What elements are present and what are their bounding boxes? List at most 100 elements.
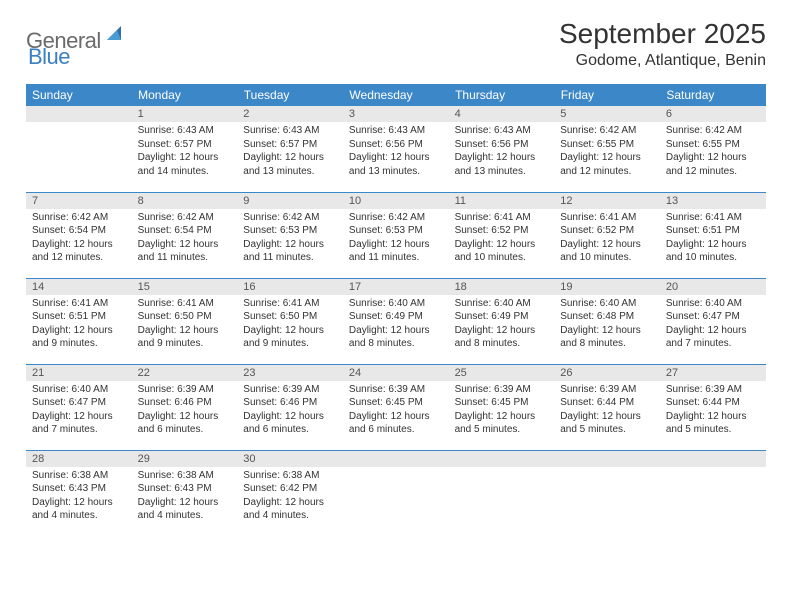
location: Godome, Atlantique, Benin [559, 52, 766, 70]
day-info: Sunrise: 6:39 AMSunset: 6:44 PMDaylight:… [554, 381, 660, 441]
logo-sail-icon [105, 24, 125, 47]
weekday-header: Monday [132, 84, 238, 106]
day-info: Sunrise: 6:40 AMSunset: 6:49 PMDaylight:… [449, 295, 555, 355]
weekday-header: Sunday [26, 84, 132, 106]
day-info: Sunrise: 6:41 AMSunset: 6:51 PMDaylight:… [26, 295, 132, 355]
header: General September 2025 Godome, Atlantiqu… [26, 18, 766, 70]
day-number: 23 [237, 365, 343, 381]
calendar-cell: 12Sunrise: 6:41 AMSunset: 6:52 PMDayligh… [554, 192, 660, 278]
weekday-header: Thursday [449, 84, 555, 106]
day-number: 28 [26, 451, 132, 467]
day-number [660, 451, 766, 467]
calendar-cell: 7Sunrise: 6:42 AMSunset: 6:54 PMDaylight… [26, 192, 132, 278]
weekday-header: Wednesday [343, 84, 449, 106]
calendar-row: 21Sunrise: 6:40 AMSunset: 6:47 PMDayligh… [26, 364, 766, 450]
calendar-cell-empty [449, 450, 555, 536]
day-info: Sunrise: 6:39 AMSunset: 6:45 PMDaylight:… [449, 381, 555, 441]
calendar-cell: 25Sunrise: 6:39 AMSunset: 6:45 PMDayligh… [449, 364, 555, 450]
day-info: Sunrise: 6:42 AMSunset: 6:54 PMDaylight:… [132, 209, 238, 269]
day-number: 22 [132, 365, 238, 381]
calendar-row: 7Sunrise: 6:42 AMSunset: 6:54 PMDaylight… [26, 192, 766, 278]
day-number: 2 [237, 106, 343, 122]
calendar-cell: 29Sunrise: 6:38 AMSunset: 6:43 PMDayligh… [132, 450, 238, 536]
day-info: Sunrise: 6:41 AMSunset: 6:52 PMDaylight:… [449, 209, 555, 269]
day-number: 12 [554, 193, 660, 209]
calendar-cell: 13Sunrise: 6:41 AMSunset: 6:51 PMDayligh… [660, 192, 766, 278]
day-number: 6 [660, 106, 766, 122]
calendar-cell: 24Sunrise: 6:39 AMSunset: 6:45 PMDayligh… [343, 364, 449, 450]
day-number: 1 [132, 106, 238, 122]
day-info: Sunrise: 6:42 AMSunset: 6:55 PMDaylight:… [660, 122, 766, 182]
calendar-cell: 3Sunrise: 6:43 AMSunset: 6:56 PMDaylight… [343, 106, 449, 192]
day-info: Sunrise: 6:42 AMSunset: 6:53 PMDaylight:… [343, 209, 449, 269]
day-number [26, 106, 132, 122]
day-info: Sunrise: 6:39 AMSunset: 6:45 PMDaylight:… [343, 381, 449, 441]
calendar-row: 14Sunrise: 6:41 AMSunset: 6:51 PMDayligh… [26, 278, 766, 364]
calendar-cell: 10Sunrise: 6:42 AMSunset: 6:53 PMDayligh… [343, 192, 449, 278]
day-number: 14 [26, 279, 132, 295]
month-title: September 2025 [559, 18, 766, 50]
day-info: Sunrise: 6:43 AMSunset: 6:56 PMDaylight:… [449, 122, 555, 182]
calendar-table: SundayMondayTuesdayWednesdayThursdayFrid… [26, 84, 766, 536]
day-number: 16 [237, 279, 343, 295]
day-number: 3 [343, 106, 449, 122]
weekday-header: Tuesday [237, 84, 343, 106]
calendar-row: 1Sunrise: 6:43 AMSunset: 6:57 PMDaylight… [26, 106, 766, 192]
calendar-cell: 15Sunrise: 6:41 AMSunset: 6:50 PMDayligh… [132, 278, 238, 364]
calendar-body: 1Sunrise: 6:43 AMSunset: 6:57 PMDaylight… [26, 106, 766, 536]
day-number: 26 [554, 365, 660, 381]
calendar-cell: 20Sunrise: 6:40 AMSunset: 6:47 PMDayligh… [660, 278, 766, 364]
logo-blue-row: Blue [30, 44, 70, 70]
calendar-cell: 11Sunrise: 6:41 AMSunset: 6:52 PMDayligh… [449, 192, 555, 278]
title-block: September 2025 Godome, Atlantique, Benin [559, 18, 766, 70]
logo-text-blue: Blue [28, 44, 70, 69]
day-info: Sunrise: 6:43 AMSunset: 6:57 PMDaylight:… [132, 122, 238, 182]
day-number [343, 451, 449, 467]
calendar-cell: 19Sunrise: 6:40 AMSunset: 6:48 PMDayligh… [554, 278, 660, 364]
day-number: 13 [660, 193, 766, 209]
day-info: Sunrise: 6:40 AMSunset: 6:48 PMDaylight:… [554, 295, 660, 355]
day-number [554, 451, 660, 467]
day-info: Sunrise: 6:40 AMSunset: 6:47 PMDaylight:… [26, 381, 132, 441]
calendar-cell: 22Sunrise: 6:39 AMSunset: 6:46 PMDayligh… [132, 364, 238, 450]
day-info: Sunrise: 6:42 AMSunset: 6:55 PMDaylight:… [554, 122, 660, 182]
calendar-cell-empty [26, 106, 132, 192]
calendar-cell: 5Sunrise: 6:42 AMSunset: 6:55 PMDaylight… [554, 106, 660, 192]
calendar-cell: 21Sunrise: 6:40 AMSunset: 6:47 PMDayligh… [26, 364, 132, 450]
day-number: 7 [26, 193, 132, 209]
day-info: Sunrise: 6:43 AMSunset: 6:56 PMDaylight:… [343, 122, 449, 182]
day-number: 29 [132, 451, 238, 467]
calendar-cell: 26Sunrise: 6:39 AMSunset: 6:44 PMDayligh… [554, 364, 660, 450]
day-number: 30 [237, 451, 343, 467]
day-info: Sunrise: 6:38 AMSunset: 6:43 PMDaylight:… [132, 467, 238, 527]
day-number: 27 [660, 365, 766, 381]
day-number: 4 [449, 106, 555, 122]
calendar-cell: 14Sunrise: 6:41 AMSunset: 6:51 PMDayligh… [26, 278, 132, 364]
day-number: 11 [449, 193, 555, 209]
day-number: 9 [237, 193, 343, 209]
day-info: Sunrise: 6:40 AMSunset: 6:47 PMDaylight:… [660, 295, 766, 355]
day-number: 8 [132, 193, 238, 209]
calendar-cell: 23Sunrise: 6:39 AMSunset: 6:46 PMDayligh… [237, 364, 343, 450]
calendar-row: 28Sunrise: 6:38 AMSunset: 6:43 PMDayligh… [26, 450, 766, 536]
day-info: Sunrise: 6:40 AMSunset: 6:49 PMDaylight:… [343, 295, 449, 355]
day-info: Sunrise: 6:43 AMSunset: 6:57 PMDaylight:… [237, 122, 343, 182]
day-info: Sunrise: 6:41 AMSunset: 6:52 PMDaylight:… [554, 209, 660, 269]
calendar-cell-empty [554, 450, 660, 536]
page: General September 2025 Godome, Atlantiqu… [0, 0, 792, 536]
calendar-cell: 16Sunrise: 6:41 AMSunset: 6:50 PMDayligh… [237, 278, 343, 364]
calendar-cell: 1Sunrise: 6:43 AMSunset: 6:57 PMDaylight… [132, 106, 238, 192]
calendar-cell: 4Sunrise: 6:43 AMSunset: 6:56 PMDaylight… [449, 106, 555, 192]
day-info: Sunrise: 6:39 AMSunset: 6:46 PMDaylight:… [237, 381, 343, 441]
calendar-cell: 8Sunrise: 6:42 AMSunset: 6:54 PMDaylight… [132, 192, 238, 278]
weekday-header: Friday [554, 84, 660, 106]
day-info: Sunrise: 6:39 AMSunset: 6:44 PMDaylight:… [660, 381, 766, 441]
calendar-cell: 17Sunrise: 6:40 AMSunset: 6:49 PMDayligh… [343, 278, 449, 364]
day-number [449, 451, 555, 467]
day-number: 15 [132, 279, 238, 295]
calendar-cell: 30Sunrise: 6:38 AMSunset: 6:42 PMDayligh… [237, 450, 343, 536]
day-info: Sunrise: 6:39 AMSunset: 6:46 PMDaylight:… [132, 381, 238, 441]
day-info: Sunrise: 6:41 AMSunset: 6:50 PMDaylight:… [132, 295, 238, 355]
day-number: 19 [554, 279, 660, 295]
day-info: Sunrise: 6:38 AMSunset: 6:42 PMDaylight:… [237, 467, 343, 527]
